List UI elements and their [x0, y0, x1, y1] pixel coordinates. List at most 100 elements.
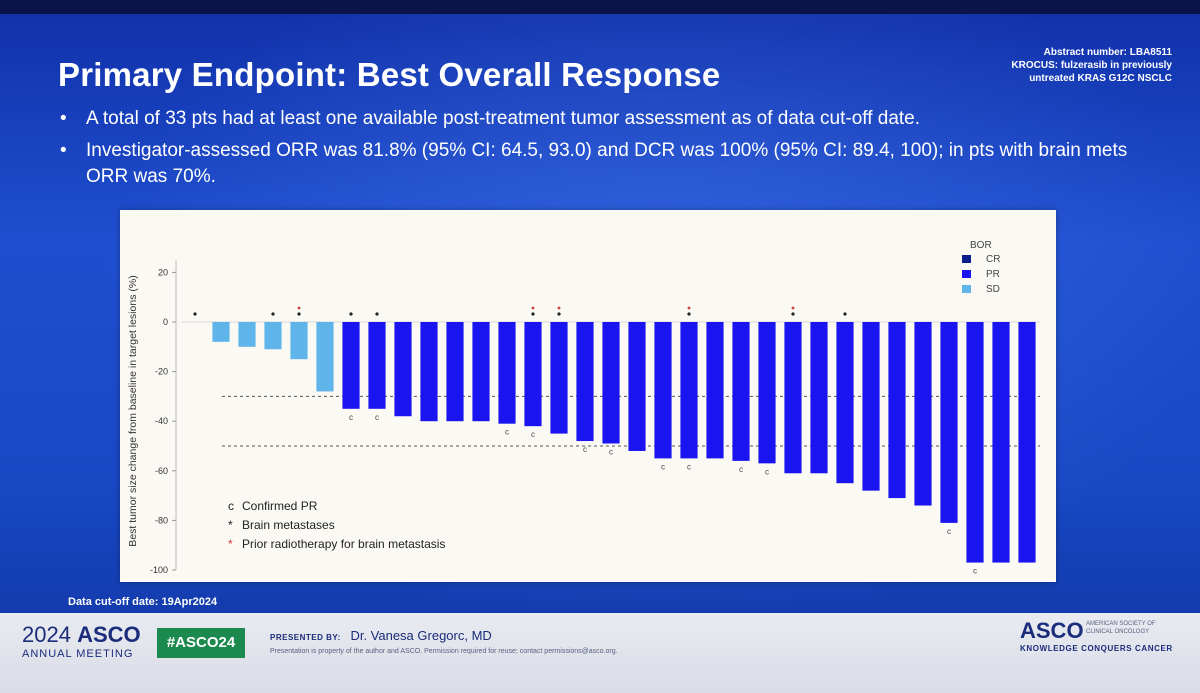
- bar-pr: [342, 322, 360, 409]
- radiotherapy-marker: [531, 306, 535, 310]
- annotation-text: Confirmed PR: [242, 499, 318, 513]
- waterfall-chart-panel: 20 0 -20 -40 -60 -80 -100 Best tumor size chang…: [120, 210, 1056, 582]
- bar-sd: [290, 322, 308, 360]
- y-tick-label: -60: [155, 466, 168, 476]
- bar-pr: [914, 322, 932, 506]
- brain-mets-marker: [193, 312, 197, 316]
- bar-pr: [628, 322, 646, 451]
- meeting-asco: ASCO: [77, 622, 141, 647]
- confirmed-marker: c: [739, 465, 743, 474]
- annotation-symbol: c: [228, 499, 234, 513]
- legend-label-sd: SD: [986, 284, 1000, 295]
- confirmed-marker: c: [661, 462, 665, 471]
- abstract-number: Abstract number: LBA8511: [1043, 47, 1172, 58]
- y-tick-label: -40: [155, 416, 168, 426]
- radiotherapy-marker: [687, 306, 691, 310]
- bar-pr: [524, 322, 542, 427]
- bar-pr: [758, 322, 776, 464]
- abstract-info: Abstract number: LBA8511 KROCUS: fulzera…: [1011, 46, 1172, 85]
- confirmed-marker: c: [973, 567, 977, 576]
- hashtag-badge: #ASCO24: [157, 628, 245, 658]
- bar-pr: [498, 322, 516, 424]
- bar-pr: [966, 322, 984, 563]
- bar-pr: [472, 322, 490, 422]
- bar-pr: [888, 322, 906, 499]
- bar-pr: [602, 322, 620, 444]
- annual-meeting-label: ANNUAL MEETING: [22, 648, 134, 660]
- confirmed-marker: c: [531, 430, 535, 439]
- y-axis-title: Best tumor size change from baseline in …: [127, 275, 139, 546]
- y-tick-label: -80: [155, 515, 168, 525]
- waterfall-chart: 20 0 -20 -40 -60 -80 -100 Best tumor size chang…: [127, 240, 1040, 576]
- presenter-line: PRESENTED BY: Dr. Vanesa Gregorc, MD: [270, 628, 492, 643]
- bar-pr: [784, 322, 802, 474]
- annotation-symbol: *: [228, 537, 233, 551]
- meeting-logo: 2024 ASCO: [22, 622, 141, 648]
- radiotherapy-marker: [557, 306, 561, 310]
- radiotherapy-marker: [791, 306, 795, 310]
- legend-swatch-pr: [962, 270, 971, 278]
- bar-sd: [238, 322, 256, 347]
- brain-mets-marker: [531, 312, 535, 316]
- bullet-list: A total of 33 pts had at least one avail…: [58, 106, 1138, 196]
- bar-pr: [394, 322, 412, 417]
- bar-pr: [654, 322, 672, 459]
- bar-pr: [836, 322, 854, 484]
- asco-logo: ASCO: [1020, 618, 1084, 643]
- confirmed-marker: c: [765, 467, 769, 476]
- confirmed-marker: c: [609, 448, 613, 457]
- bar-pr: [992, 322, 1010, 563]
- bar-pr: [368, 322, 386, 409]
- bar-sd: [212, 322, 230, 342]
- confirmed-marker: c: [375, 413, 379, 422]
- study-name: KROCUS: fulzerasib in previously: [1011, 60, 1172, 71]
- brain-mets-marker: [297, 312, 301, 316]
- annotation-text: Prior radiotherapy for brain metastasis: [242, 537, 445, 551]
- brain-mets-marker: [687, 312, 691, 316]
- legend-label-pr: PR: [986, 269, 1000, 280]
- bar-pr: [576, 322, 594, 442]
- property-notice: Presentation is property of the author a…: [270, 648, 618, 655]
- legend-label-cr: CR: [986, 254, 1000, 265]
- legend-swatch-sd: [962, 285, 971, 293]
- confirmed-marker: c: [947, 527, 951, 536]
- annotation-symbol: *: [228, 518, 233, 532]
- bar-pr: [680, 322, 698, 459]
- bar-pr: [732, 322, 750, 461]
- asco-tagline: KNOWLEDGE CONQUERS CANCER: [1020, 644, 1173, 653]
- brain-mets-marker: [557, 312, 561, 316]
- bar-pr: [940, 322, 958, 523]
- bullet-item: A total of 33 pts had at least one avail…: [58, 106, 1138, 132]
- y-tick-label: 20: [158, 267, 168, 277]
- data-cutoff-date: Data cut-off date: 19Apr2024: [68, 596, 218, 608]
- presented-by-label: PRESENTED BY:: [270, 633, 341, 642]
- legend-swatch-cr: [962, 255, 971, 263]
- legend-title: BOR: [970, 240, 992, 251]
- slide-title: Primary Endpoint: Best Overall Response: [58, 56, 721, 93]
- bar-pr: [550, 322, 568, 434]
- brain-mets-marker: [791, 312, 795, 316]
- bar-pr: [706, 322, 724, 459]
- confirmed-marker: c: [583, 445, 587, 454]
- brain-mets-marker: [375, 312, 379, 316]
- bar-sd: [264, 322, 282, 350]
- presenter-name: Dr. Vanesa Gregorc, MD: [350, 628, 492, 643]
- bar-pr: [862, 322, 880, 491]
- y-tick-label: -20: [155, 367, 168, 377]
- bar-sd: [316, 322, 334, 392]
- radiotherapy-marker: [297, 306, 301, 310]
- brain-mets-marker: [843, 312, 847, 316]
- y-tick-label: 0: [163, 317, 168, 327]
- annotation-text: Brain metastases: [242, 518, 335, 532]
- bar-pr: [420, 322, 438, 422]
- y-tick-label: -100: [150, 565, 168, 575]
- meeting-year: 2024: [22, 622, 71, 647]
- confirmed-marker: c: [687, 462, 691, 471]
- bar-pr: [446, 322, 464, 422]
- study-subtitle: untreated KRAS G12C NSCLC: [1029, 73, 1172, 84]
- confirmed-marker: c: [505, 428, 509, 437]
- slide-top-edge: [0, 0, 1200, 14]
- bar-pr: [810, 322, 828, 474]
- brain-mets-marker: [349, 312, 353, 316]
